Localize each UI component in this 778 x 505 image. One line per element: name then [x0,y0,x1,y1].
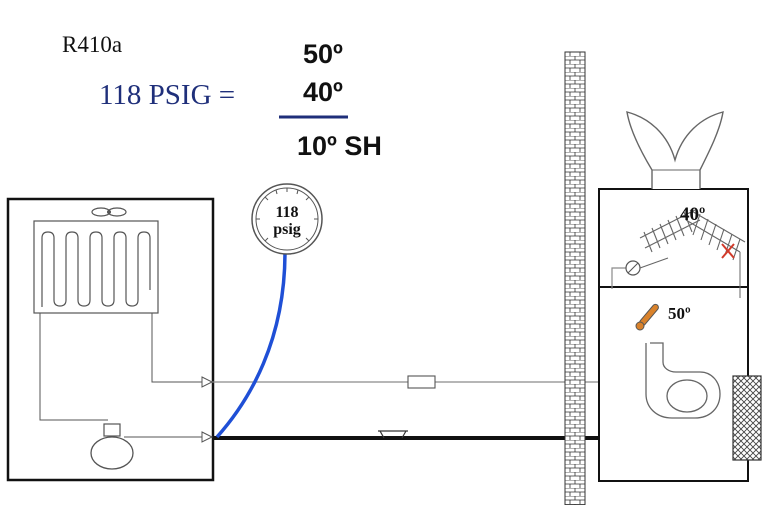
gauge-icon: 118 psig [251,183,323,255]
refrigerant-label: R410a [62,32,122,57]
fan-icon [91,207,127,217]
condenser-coil [33,220,159,314]
indoor-unit: 40º 50º [598,111,762,482]
outdoor-unit [6,197,215,482]
txv-bulb-icon [625,260,641,276]
thermometer-icon [635,303,659,331]
superheat-result: 10º SH [297,131,382,161]
temp-bottom: 40º [303,77,343,107]
filter-drier [407,375,436,389]
evaporator-temp: 40º [680,204,705,225]
gauge-hose [215,251,287,439]
building-wall [564,51,586,505]
suction-service-valve [201,431,214,443]
supply-air-arrow-icon [626,111,724,189]
blower-icon [645,342,721,419]
gauge-unit: psig [273,221,301,238]
gauge-reading: 118 [275,204,298,221]
compressor-icon [90,423,134,470]
liquid-service-valve [201,376,214,388]
line-clamp [378,430,408,439]
temp-top: 50º [303,39,343,69]
pressure-label: 118 PSIG = [99,79,235,111]
suction-line-temp: 50º [668,304,691,323]
x-mark-icon [721,243,735,259]
evaporator-coil [639,209,746,261]
air-filter-icon [732,375,762,461]
